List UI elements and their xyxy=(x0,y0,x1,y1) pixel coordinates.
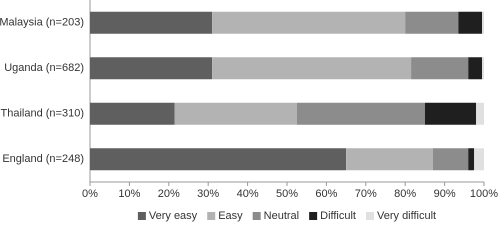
bar-segment xyxy=(90,11,213,34)
x-tick-label: 0% xyxy=(82,188,98,200)
x-tick-label: 30% xyxy=(197,188,219,200)
legend-label: Very difficult xyxy=(377,210,436,222)
x-tick-label: 80% xyxy=(394,188,416,200)
bar-segment xyxy=(474,148,484,171)
x-tick-label: 10% xyxy=(118,188,140,200)
bar-segment xyxy=(346,148,433,171)
bar-segment xyxy=(174,102,297,125)
bar-segment xyxy=(405,11,459,34)
legend-label: Difficult xyxy=(320,210,356,222)
x-tick-label: 60% xyxy=(315,188,337,200)
bar-segment xyxy=(476,102,484,125)
y-tick-label: Thailand (n=310) xyxy=(1,108,84,120)
legend-label: Very easy xyxy=(149,210,198,222)
y-tick-label: Malaysia (n=203) xyxy=(0,17,84,29)
bar-segment xyxy=(458,11,483,34)
bar-segment xyxy=(90,57,213,80)
legend-swatch xyxy=(309,212,318,220)
bar-segment xyxy=(468,148,475,171)
bar-segment xyxy=(482,11,484,34)
bar-segment xyxy=(90,102,175,125)
y-tick-label: England (n=248) xyxy=(2,153,84,165)
bar-segment xyxy=(468,57,483,80)
legend-swatch xyxy=(207,212,216,220)
bar-segment xyxy=(212,57,412,80)
x-tick-label: 40% xyxy=(237,188,259,200)
legend-swatch xyxy=(137,212,146,220)
legend-label: Easy xyxy=(218,210,243,222)
bar-segment xyxy=(411,57,469,80)
bar-segment xyxy=(424,102,477,125)
x-tick-label: 90% xyxy=(434,188,456,200)
x-tick-label: 100% xyxy=(470,188,498,200)
legend-label: Neutral xyxy=(264,210,299,222)
legend-swatch xyxy=(366,212,375,220)
x-tick-label: 50% xyxy=(276,188,298,200)
x-tick-label: 20% xyxy=(158,188,180,200)
bar-segment xyxy=(90,148,347,171)
bar-segment xyxy=(296,102,425,125)
bar-segment xyxy=(482,57,484,80)
bar-segment xyxy=(432,148,469,171)
legend-swatch xyxy=(252,212,261,220)
x-tick-label: 70% xyxy=(355,188,377,200)
bar-segment xyxy=(212,11,406,34)
y-tick-label: Uganda (n=682) xyxy=(4,62,84,74)
chart: 0% 10% 20% 30% 40% 50% 60% 70% 80% 90% 100% Malaysi… xyxy=(0,0,498,222)
